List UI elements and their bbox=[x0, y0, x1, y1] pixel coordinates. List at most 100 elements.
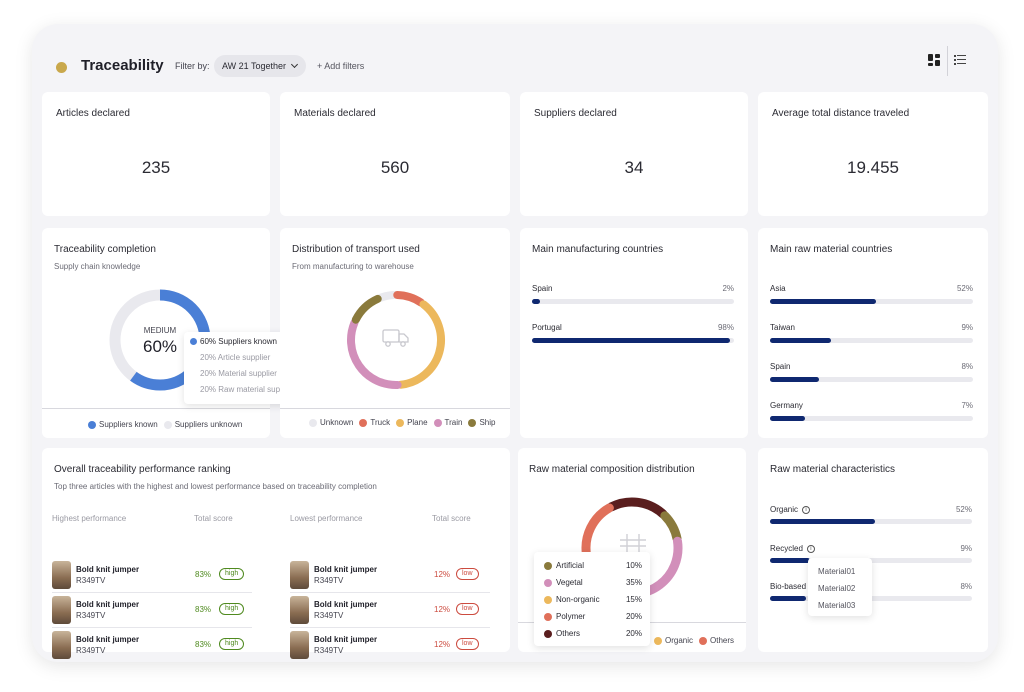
tooltip-row[interactable]: Material03 bbox=[818, 601, 856, 610]
completion-percent: 60% bbox=[142, 337, 178, 356]
bar-label: Portugal bbox=[532, 323, 562, 332]
table-row[interactable]: Bold knit jumper R349TV 12% low bbox=[290, 593, 490, 628]
status-badge: high bbox=[219, 568, 245, 580]
header-bar: Traceability Filter by: AW 21 Together +… bbox=[32, 24, 998, 88]
transport-legend: Unknown Truck Plane Train Ship bbox=[309, 418, 501, 427]
bar-track bbox=[532, 299, 734, 304]
low-performance-header: Lowest performance bbox=[290, 514, 363, 523]
kpi-label: Articles declared bbox=[56, 108, 130, 119]
legend-item: Organic bbox=[654, 636, 693, 645]
kpi-card-materials: Materials declared 560 bbox=[280, 92, 510, 216]
article-code: R349TV bbox=[314, 576, 344, 585]
bar-fill bbox=[770, 558, 811, 563]
table-row[interactable]: Bold knit jumper R349TV 83% high bbox=[52, 593, 252, 628]
article-code: R349TV bbox=[76, 611, 106, 620]
article-code: R349TV bbox=[314, 611, 344, 620]
table-row[interactable]: Bold knit jumper R349TV 12% low bbox=[290, 558, 490, 593]
status-badge: low bbox=[456, 603, 479, 615]
kpi-label: Average total distance traveled bbox=[772, 108, 910, 119]
bar-percent: 98% bbox=[717, 323, 734, 332]
truck-icon bbox=[382, 329, 409, 347]
tooltip-row[interactable]: Material01 bbox=[818, 567, 856, 576]
high-performance-header: Highest performance bbox=[52, 514, 127, 523]
tooltip-percent: 35% bbox=[625, 578, 642, 587]
list-view-icon[interactable] bbox=[954, 55, 966, 65]
info-icon[interactable]: i bbox=[802, 506, 811, 514]
characteristics-card: Raw material characteristics Organic i 52… bbox=[758, 448, 988, 652]
score-header: Total score bbox=[194, 514, 233, 523]
bar-label: Spain bbox=[770, 362, 791, 371]
divider bbox=[280, 408, 510, 409]
legend-label: Plane bbox=[407, 418, 428, 427]
card-title: Main raw material countries bbox=[770, 244, 893, 255]
card-title: Overall traceability performance ranking bbox=[54, 464, 231, 475]
brand-logo-icon bbox=[56, 62, 67, 73]
tooltip-row: Polymer 20% bbox=[544, 611, 642, 623]
bar-label: Organic i bbox=[770, 505, 811, 514]
article-name: Bold knit jumper bbox=[76, 600, 140, 609]
donut-segment-others bbox=[606, 497, 668, 519]
add-filter-button[interactable]: + Add filters bbox=[317, 61, 365, 71]
status-badge: high bbox=[219, 603, 245, 615]
article-thumbnail bbox=[290, 561, 309, 589]
bar-track bbox=[532, 338, 734, 343]
page-title: Traceability bbox=[81, 57, 164, 74]
legend-label: Train bbox=[444, 418, 463, 427]
bar-fill bbox=[770, 338, 831, 343]
bar-track bbox=[770, 338, 973, 343]
table-row[interactable]: Bold knit jumper R349TV 83% high bbox=[52, 628, 252, 662]
grid-view-icon[interactable] bbox=[928, 54, 940, 66]
legend-item: Others bbox=[699, 636, 734, 645]
tooltip-percent: 15% bbox=[625, 595, 642, 604]
transport-card: Distribution of transport used From manu… bbox=[280, 228, 510, 438]
bar-fill bbox=[532, 299, 541, 304]
tooltip-percent: 10% bbox=[625, 561, 642, 570]
bar-fill bbox=[770, 519, 876, 524]
chevron-down-icon bbox=[290, 60, 299, 69]
tooltip-row: Non-organic 15% bbox=[544, 594, 642, 606]
tooltip-row: Others 20% bbox=[544, 628, 642, 640]
bar-percent: 7% bbox=[961, 401, 973, 410]
tooltip-row: 20% Material supplier bbox=[200, 369, 277, 378]
article-score: 83% bbox=[195, 605, 212, 614]
ranking-card: Overall traceability performance ranking… bbox=[42, 448, 510, 659]
tooltip-row[interactable]: Material02 bbox=[818, 584, 856, 593]
donut-segment-truck bbox=[393, 291, 425, 307]
bar-track bbox=[770, 519, 972, 524]
tooltip-row: 60% Suppliers known bbox=[200, 337, 277, 346]
article-thumbnail bbox=[52, 596, 71, 624]
kpi-value: 34 bbox=[624, 158, 644, 177]
donut-segment-artificial bbox=[660, 511, 682, 544]
filter-select-value: AW 21 Together bbox=[222, 61, 287, 71]
collection-filter-select[interactable]: AW 21 Together bbox=[214, 55, 306, 77]
bar-label: Bio-based bbox=[770, 582, 806, 591]
legend-swatch bbox=[88, 420, 96, 429]
bar-label: Recycled i bbox=[770, 544, 815, 553]
view-toggle-divider bbox=[947, 46, 948, 76]
legend-label: Unknown bbox=[320, 418, 354, 427]
legend-item: Suppliers unknown bbox=[163, 420, 242, 429]
table-row[interactable]: Bold knit jumper R349TV 83% high bbox=[52, 558, 252, 593]
legend-swatch bbox=[163, 420, 172, 429]
tooltip-percent: 20% bbox=[625, 612, 642, 621]
info-icon[interactable]: i bbox=[806, 545, 815, 553]
kpi-value: 235 bbox=[141, 158, 171, 177]
legend-swatch bbox=[699, 636, 708, 645]
table-row[interactable]: Bold knit jumper R349TV 12% low bbox=[290, 628, 490, 662]
article-code: R349TV bbox=[314, 646, 344, 655]
composition-tooltip: Artificial 10% Vegetal 35% Non-organic 1… bbox=[534, 552, 650, 646]
raw-countries-card: Main raw material countries Asia 52% Tai… bbox=[758, 228, 988, 438]
score-header: Total score bbox=[432, 514, 471, 523]
bar-label-text: Organic bbox=[770, 505, 799, 514]
transport-donut bbox=[347, 291, 445, 389]
legend-swatch bbox=[433, 418, 442, 427]
bar-fill bbox=[770, 416, 805, 421]
bar-track bbox=[770, 377, 973, 382]
article-score: 12% bbox=[434, 605, 451, 614]
card-title: Raw material composition distribution bbox=[529, 464, 695, 475]
bar-percent: 8% bbox=[961, 362, 973, 371]
legend-item: Unknown bbox=[309, 418, 353, 427]
bar-label: Spain bbox=[532, 284, 553, 293]
dashboard-frame: Traceability Filter by: AW 21 Together +… bbox=[32, 24, 998, 662]
tooltip-row: Vegetal 35% bbox=[544, 577, 642, 589]
